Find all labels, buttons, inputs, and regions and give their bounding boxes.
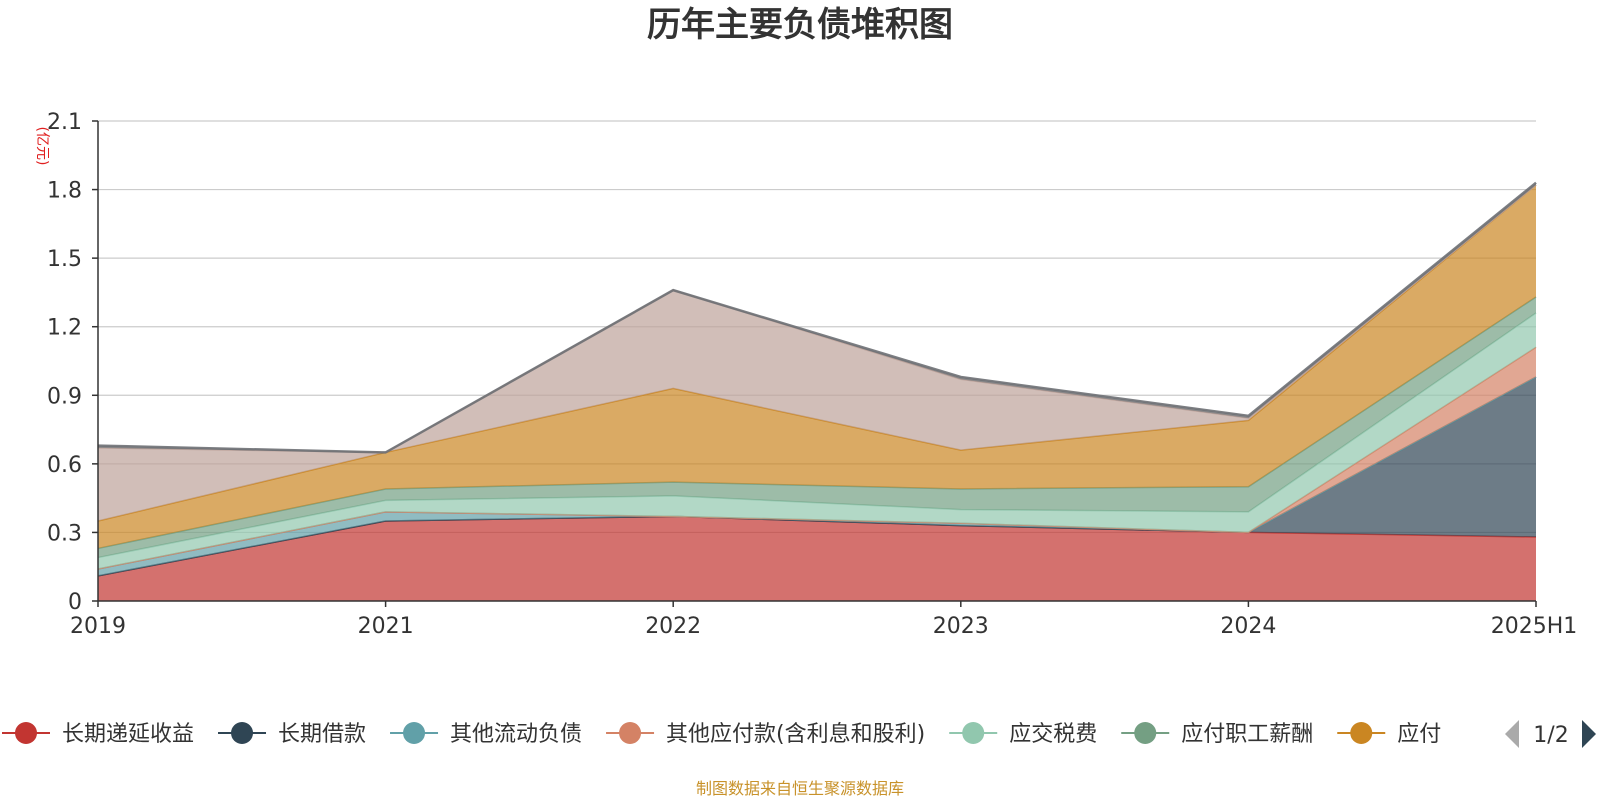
legend-item[interactable]: 长期借款 — [218, 722, 366, 747]
y-tick-label: 0.6 — [47, 453, 82, 478]
x-tick-label: 2025H1 — [1491, 614, 1578, 639]
y-tick-label: 0 — [68, 590, 82, 615]
data-source: 制图数据来自恒生聚源数据库 — [696, 779, 904, 798]
legend-label: 应交税费 — [1009, 722, 1097, 747]
legend-marker-icon — [1134, 722, 1157, 744]
y-tick-label: 1.5 — [47, 247, 82, 272]
legend-item[interactable]: 长期递延收益 — [2, 722, 194, 747]
x-tick-label: 2024 — [1220, 614, 1276, 639]
legend-item[interactable]: 应交税费 — [949, 722, 1097, 747]
legend-label: 应付职工薪酬 — [1181, 722, 1313, 747]
y-tick-label: 1.8 — [47, 179, 82, 204]
legend-marker-icon — [619, 722, 642, 744]
series-line-8 — [97, 181, 1537, 454]
legend-pager: 1/2 — [1505, 720, 1596, 748]
y-axis-unit: (亿元) — [34, 127, 50, 166]
legend-marker-icon — [231, 722, 254, 744]
legend-marker-icon — [1350, 722, 1373, 744]
chart-title: 历年主要负债堆积图 — [647, 5, 953, 45]
legend-marker-icon — [15, 722, 37, 744]
y-tick-label: 0.3 — [47, 521, 82, 546]
legend-label: 长期借款 — [278, 722, 366, 747]
series-line-6 — [97, 184, 1537, 522]
legend-item[interactable]: 其他流动负债 — [390, 722, 582, 747]
tick-labels: 0 0.3 0.6 0.9 1.2 1.5 1.8 2.1 2019 2021 2022 2023 20… — [47, 110, 1577, 639]
y-tick-label: 1.2 — [47, 316, 82, 341]
area-series-4 — [98, 313, 1536, 569]
legend-label: 其他流动负债 — [450, 722, 582, 747]
x-tick-label: 2023 — [933, 614, 989, 639]
area-series-5 — [98, 297, 1536, 558]
area-series-6 — [98, 185, 1536, 549]
legend-item[interactable]: 应付职工薪酬 — [1121, 722, 1313, 747]
legend: 长期递延收益 长期借款 其他流动负债 其他应付款(含利息和股利) 应交税费 应付职工薪酬 应… — [2, 722, 1441, 747]
legend-item[interactable]: 应付 — [1337, 722, 1441, 747]
legend-label: 应付 — [1397, 722, 1441, 747]
legend-page-indicator: 1/2 — [1533, 723, 1568, 748]
axes — [92, 120, 1537, 607]
legend-marker-icon — [403, 722, 426, 744]
legend-marker-icon — [962, 722, 985, 744]
legend-label: 长期递延收益 — [62, 722, 194, 747]
legend-label: 其他应付款(含利息和股利) — [666, 722, 925, 747]
y-tick-label: 2.1 — [47, 110, 82, 135]
area-series-7 — [98, 185, 1536, 521]
area-series — [97, 181, 1537, 601]
x-tick-label: 2019 — [70, 614, 126, 639]
legend-item[interactable]: 其他应付款(含利息和股利) — [606, 722, 925, 747]
triangle-left-icon[interactable] — [1505, 720, 1519, 748]
x-tick-label: 2022 — [645, 614, 701, 639]
x-tick-label: 2021 — [358, 614, 414, 639]
triangle-right-icon[interactable] — [1582, 720, 1596, 748]
y-tick-label: 0.9 — [47, 384, 82, 409]
area-series-0 — [98, 516, 1536, 601]
